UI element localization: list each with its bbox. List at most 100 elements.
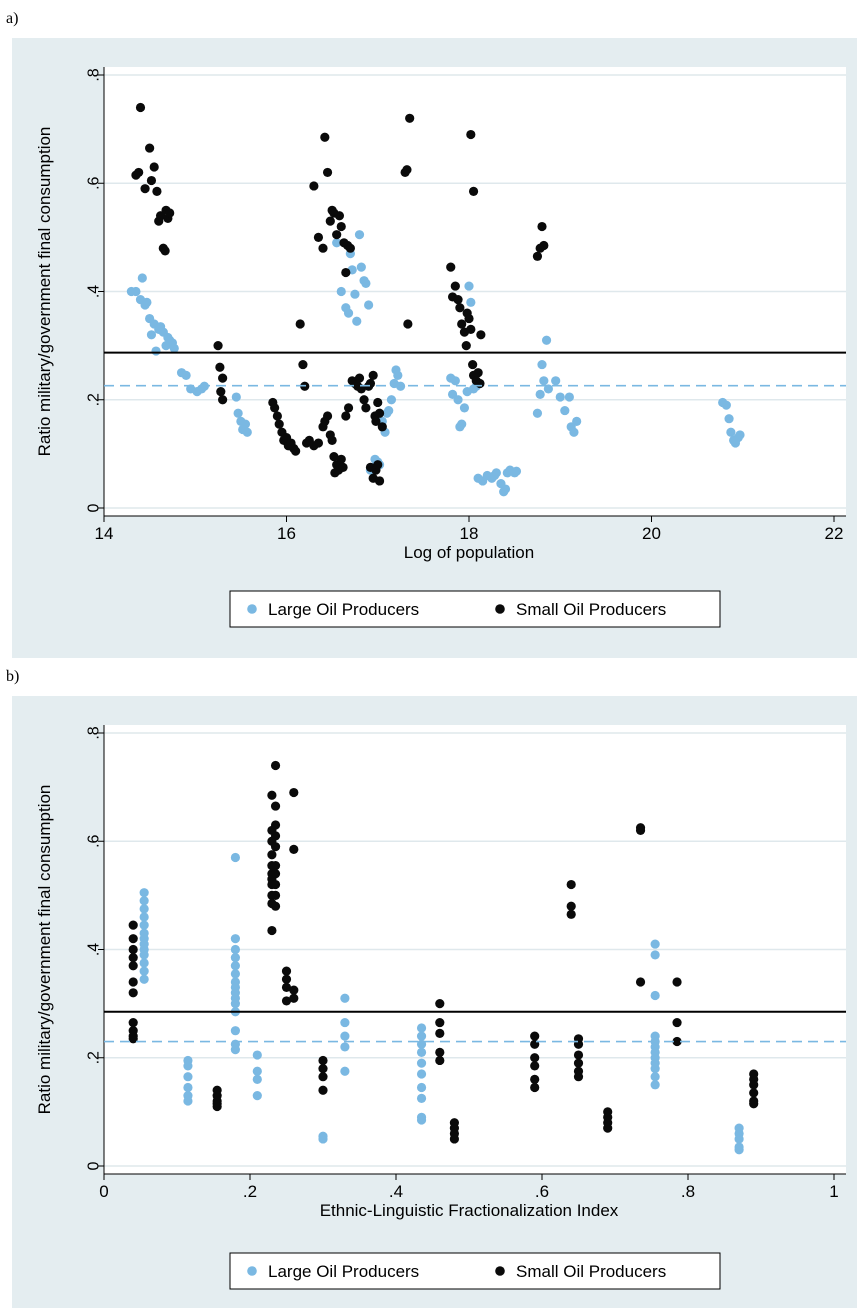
scatter-chart-fractionalization: 0 .2 .4 .6 .8 0 .2 .4 .6 .8 1 Ethnic-Linguistic Fra… xyxy=(35,725,846,1290)
data-point xyxy=(403,319,413,329)
data-point xyxy=(212,1101,222,1112)
data-point xyxy=(416,1047,427,1057)
data-point xyxy=(402,165,412,175)
x-tick-label: .4 xyxy=(389,1182,403,1201)
data-point xyxy=(309,181,319,191)
data-point xyxy=(128,934,138,944)
data-point xyxy=(318,1063,328,1074)
data-point xyxy=(500,484,511,494)
data-point xyxy=(364,300,374,310)
data-point xyxy=(336,286,346,297)
y-tick-label: .8 xyxy=(86,726,103,739)
data-point xyxy=(464,281,474,291)
data-point xyxy=(332,238,342,248)
data-point xyxy=(267,790,277,800)
data-point xyxy=(573,1050,584,1060)
x-tick-label: 16 xyxy=(277,524,296,543)
data-point xyxy=(146,175,157,186)
y-tick-label: .8 xyxy=(86,68,103,81)
data-point xyxy=(128,961,138,971)
x-tick-label: .6 xyxy=(535,1182,549,1201)
data-point xyxy=(270,879,281,890)
data-point xyxy=(313,438,324,448)
legend-label-large: Large Oil Producers xyxy=(268,600,419,619)
x-tick-label: 20 xyxy=(642,524,661,543)
data-point xyxy=(142,297,152,307)
data-point xyxy=(230,1026,240,1036)
data-point xyxy=(537,359,547,370)
data-point xyxy=(298,359,308,370)
data-point xyxy=(749,1088,759,1098)
data-point xyxy=(532,408,543,418)
data-point xyxy=(336,221,346,232)
data-point xyxy=(356,384,366,394)
data-point xyxy=(291,446,301,456)
data-point xyxy=(281,982,292,992)
data-point xyxy=(566,879,576,890)
data-point xyxy=(151,346,161,356)
data-point xyxy=(569,427,579,437)
data-point xyxy=(139,958,149,968)
data-point xyxy=(435,999,445,1009)
y-tick-label: 0 xyxy=(86,1161,103,1170)
x-tick-label: 18 xyxy=(460,524,479,543)
data-point xyxy=(336,454,346,464)
data-point xyxy=(140,184,150,194)
data-point xyxy=(555,392,565,402)
data-point xyxy=(551,376,561,386)
data-point xyxy=(218,395,228,405)
data-point xyxy=(450,376,460,386)
data-point xyxy=(650,990,660,1001)
data-point xyxy=(530,1082,540,1093)
data-point xyxy=(532,251,543,261)
data-point xyxy=(377,422,387,432)
data-point xyxy=(457,319,467,329)
data-point xyxy=(252,1074,262,1084)
data-point xyxy=(374,476,385,486)
data-point xyxy=(361,278,371,288)
data-point xyxy=(734,1134,744,1144)
x-tick-label: 1 xyxy=(829,1182,838,1201)
data-point xyxy=(230,852,240,863)
data-point xyxy=(453,295,463,305)
data-point xyxy=(530,1031,540,1041)
data-point xyxy=(165,208,175,218)
data-point xyxy=(650,950,660,960)
data-point xyxy=(135,102,146,113)
data-point xyxy=(289,985,299,995)
data-point xyxy=(322,167,333,178)
data-point xyxy=(345,243,355,253)
data-point xyxy=(566,901,576,911)
data-point xyxy=(352,316,362,326)
data-point xyxy=(128,953,138,963)
data-point xyxy=(359,395,369,405)
data-point xyxy=(373,397,383,408)
data-point xyxy=(476,330,486,340)
panel-b-label: b) xyxy=(6,668,20,685)
scatter-chart-population: 0 .2 .4 .6 .8 14 16 18 20 22 Log of population Rati… xyxy=(35,67,846,628)
data-point xyxy=(128,944,138,955)
data-point xyxy=(734,1145,744,1155)
data-point xyxy=(149,162,159,172)
data-point xyxy=(453,395,463,405)
data-point xyxy=(650,1072,660,1082)
data-point xyxy=(270,831,281,841)
data-point xyxy=(216,387,226,397)
data-point xyxy=(139,974,149,984)
data-point xyxy=(350,289,360,299)
data-point xyxy=(543,384,553,394)
series-small-oil-producers xyxy=(128,760,759,1144)
data-point xyxy=(139,920,149,930)
data-point xyxy=(318,1072,328,1082)
data-point xyxy=(128,920,138,930)
data-point xyxy=(560,405,570,416)
data-point xyxy=(416,1058,427,1068)
data-point xyxy=(541,335,552,345)
data-point xyxy=(145,143,155,153)
data-point xyxy=(511,466,522,476)
data-point xyxy=(270,801,281,811)
data-point xyxy=(749,1099,759,1109)
data-point xyxy=(320,132,330,142)
data-point xyxy=(530,1061,540,1071)
data-point xyxy=(334,211,345,221)
